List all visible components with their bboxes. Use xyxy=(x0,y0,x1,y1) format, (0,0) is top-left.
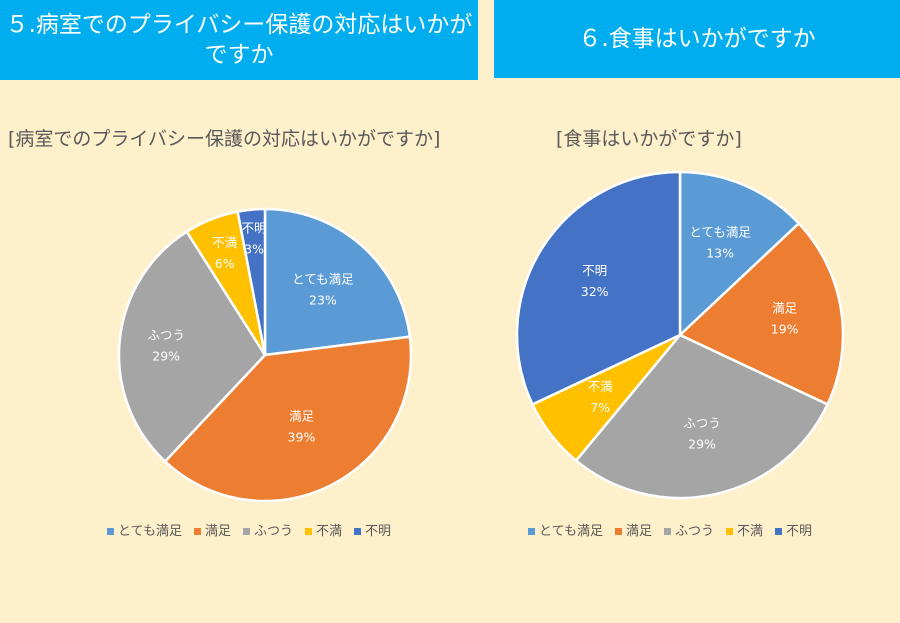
legend-item: ふつう xyxy=(663,520,714,539)
legend-swatch xyxy=(528,528,535,535)
data-label-percent: 29% xyxy=(152,349,180,364)
chart-title-meals: [食事はいかがですか] xyxy=(556,128,742,150)
pie-slice-meals-2 xyxy=(677,221,845,407)
legend-item: とても満足 xyxy=(528,520,603,539)
legend-item: 満足 xyxy=(614,520,652,539)
data-label-category: 不満 xyxy=(212,235,237,250)
legend-label: とても満足 xyxy=(539,524,603,539)
legend-item: ふつう xyxy=(242,520,293,539)
legend-item: 満足 xyxy=(193,520,231,539)
data-label-category: ふつう xyxy=(683,416,721,431)
section-header-privacy: ５.病室でのプライバシー保護の対応はいかがですか xyxy=(0,0,478,80)
legend-label: とても満足 xyxy=(118,524,182,539)
data-label-percent: 19% xyxy=(771,321,799,336)
pie-slice-meals-5 xyxy=(515,170,682,407)
legend-swatch xyxy=(242,528,250,535)
pie-slice-privacy-3 xyxy=(117,230,267,464)
data-label-percent: 29% xyxy=(688,437,716,452)
data-label-percent: 32% xyxy=(581,284,609,299)
pie-slice-meals-3 xyxy=(574,333,830,500)
legend-swatch xyxy=(614,528,622,535)
legend-item: 不明 xyxy=(775,520,812,539)
legend-swatch xyxy=(726,528,733,535)
chart-title-privacy: [病室でのプライバシー保護の対応はいかがですか] xyxy=(8,128,441,150)
legend-swatch xyxy=(775,528,783,535)
legend-label: 不満 xyxy=(316,524,343,539)
legend-label: 不満 xyxy=(737,524,764,539)
data-label-category: 不明 xyxy=(582,263,607,278)
pie-slice-privacy-2 xyxy=(163,335,413,503)
legend-swatch xyxy=(663,528,671,535)
data-label-percent: 39% xyxy=(288,430,316,445)
data-label-percent: 3% xyxy=(244,242,264,257)
data-label-percent: 6% xyxy=(215,256,235,271)
data-label-category: とても満足 xyxy=(292,271,354,286)
data-label-percent: 13% xyxy=(706,245,734,260)
legend-swatch xyxy=(107,528,114,535)
data-label-category: 満足 xyxy=(289,409,315,424)
legend-label: 満足 xyxy=(625,524,652,539)
legend-meals: とても満足 満足 ふつう 不満 不明 xyxy=(528,520,812,539)
pie-slice-meals-1 xyxy=(678,170,801,338)
legend-label: 満足 xyxy=(204,524,231,539)
legend-swatch xyxy=(193,528,201,535)
pie-slice-privacy-5 xyxy=(236,207,267,356)
pie-slice-privacy-1 xyxy=(263,207,412,357)
legend-label: 不明 xyxy=(365,524,392,539)
legend-swatch xyxy=(354,528,362,535)
data-label-category: 満足 xyxy=(772,300,798,315)
legend-label: ふつう xyxy=(674,524,714,539)
data-label-percent: 7% xyxy=(590,400,610,415)
data-label-percent: 23% xyxy=(309,292,337,307)
legend-swatch xyxy=(305,528,312,535)
legend-privacy: とても満足 満足 ふつう 不満 不明 xyxy=(107,520,391,539)
data-label-category: 不満 xyxy=(588,379,613,394)
data-label-category: ふつう xyxy=(147,328,185,343)
data-label-category: 不明 xyxy=(242,221,267,236)
legend-item: 不満 xyxy=(726,520,763,539)
data-label-category: とても満足 xyxy=(689,224,751,239)
legend-label: 不明 xyxy=(786,524,813,539)
legend-item: 不満 xyxy=(305,520,342,539)
legend-item: 不明 xyxy=(354,520,391,539)
legend-item: とても満足 xyxy=(107,520,182,539)
section-header-meals: ６.食事はいかがですか xyxy=(494,0,900,78)
legend-label: ふつう xyxy=(253,524,293,539)
